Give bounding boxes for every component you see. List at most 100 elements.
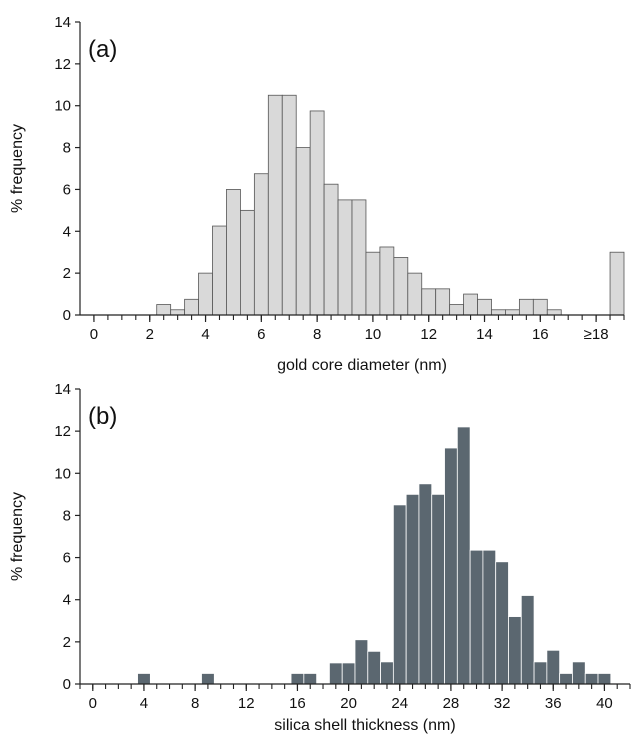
c1-y-tick-label-4: 8 — [63, 507, 71, 524]
c0-x-tick-label-5: 10 — [365, 326, 382, 343]
c1-x-tick-label-7: 28 — [443, 695, 460, 712]
c0-x-tick-label-1: 2 — [146, 326, 154, 343]
c0-bar-16 — [379, 246, 395, 316]
c0-bar-23 — [477, 298, 492, 316]
c1-y-tick-label-6: 12 — [54, 423, 71, 440]
c0-bar-8 — [267, 94, 283, 316]
c0-y-tick-label-0: 0 — [63, 307, 71, 324]
c0-x-tick-label-0: 0 — [90, 326, 98, 343]
c0-bar-7 — [253, 173, 269, 316]
c1-bar-24 — [584, 673, 599, 685]
c1-bar-5 — [341, 662, 356, 685]
c1-bar-19 — [520, 595, 535, 685]
c0-bar-27 — [532, 298, 548, 316]
c0-bar-2 — [184, 298, 199, 316]
c0-bar-11 — [309, 110, 325, 316]
c0-bar-24 — [491, 309, 506, 316]
c1-bar-21 — [546, 649, 561, 685]
c1-y-tick-label-1: 2 — [63, 634, 71, 651]
c1-bar-4 — [329, 662, 343, 685]
panel-a-chart: 0 2 4 6 8 10 12 14 0 2 4 6 8 10 12 14 16 ≥18 gold core dia… — [9, 14, 625, 374]
c1-bar-23 — [572, 661, 586, 685]
c0-bar-1 — [170, 309, 186, 316]
c1-panel-label: (b) — [88, 403, 117, 430]
c0-x-tick-label-7: 14 — [476, 326, 493, 343]
c0-panel-label: (a) — [88, 36, 117, 63]
c1-bar-14 — [456, 426, 471, 685]
c1-x-tick-label-6: 24 — [391, 695, 408, 712]
c1-x-tick-label-1: 4 — [140, 695, 148, 712]
c1-bar-12 — [431, 493, 445, 685]
c0-y-tick-label-1: 2 — [63, 265, 71, 282]
c1-y-axis-title: % frequency — [9, 492, 26, 581]
c0-bar-15 — [365, 251, 381, 316]
c1-bar-10 — [405, 493, 420, 685]
c0-x-tick-label-8: 16 — [532, 326, 549, 343]
c0-bar-28 — [546, 309, 562, 316]
c1-bar-22 — [559, 673, 573, 685]
c0-x-tick-label-9: ≥18 — [584, 326, 609, 343]
c0-bar-18 — [407, 272, 423, 316]
c0-x-tick-label-2: 4 — [201, 326, 209, 343]
c1-bar-7 — [367, 650, 381, 685]
c1-bar-6 — [354, 639, 369, 685]
c0-x-tick-label-3: 6 — [257, 326, 265, 343]
c0-bar-19 — [421, 288, 437, 316]
c0-bar-20 — [435, 288, 451, 316]
c0-bar-9 — [281, 94, 297, 316]
c1-bar-18 — [508, 616, 522, 685]
c1-bar-0 — [137, 673, 151, 685]
c0-bar-26 — [518, 298, 534, 316]
c0-x-tick-label-4: 8 — [313, 326, 321, 343]
c0-bar-22 — [463, 293, 478, 316]
c0-bar-13 — [337, 199, 353, 316]
c0-bar-5 — [226, 189, 241, 316]
c0-y-tick-label-6: 12 — [54, 56, 71, 73]
c1-y-tick-label-0: 0 — [63, 676, 71, 693]
c0-bar-0 — [156, 304, 172, 316]
c0-bar-17 — [393, 257, 409, 316]
c0-bar-10 — [295, 147, 311, 316]
c0-x-tick-label-6: 12 — [420, 326, 437, 343]
c0-bar-6 — [240, 209, 255, 316]
c0-y-axis-title: % frequency — [9, 124, 26, 213]
c1-bar-25 — [597, 673, 612, 685]
c1-y-tick-label-3: 6 — [63, 550, 71, 567]
c0-y-tick-label-7: 14 — [54, 14, 71, 31]
c1-bar-2 — [290, 673, 305, 685]
c1-x-axis-title: silica shell thickness (nm) — [274, 717, 455, 734]
c1-bar-3 — [303, 673, 318, 685]
c1-x-tick-label-8: 32 — [494, 695, 511, 712]
c1-x-tick-label-2: 8 — [191, 695, 199, 712]
c1-x-tick-label-5: 20 — [340, 695, 357, 712]
c1-x-tick-label-3: 12 — [238, 695, 255, 712]
c1-bar-11 — [418, 483, 433, 685]
c0-bar-29 — [609, 251, 625, 316]
c1-y-tick-label-2: 4 — [63, 592, 71, 609]
c1-bar-17 — [495, 561, 509, 685]
c0-bar-3 — [198, 272, 213, 316]
c0-y-tick-label-2: 4 — [63, 223, 71, 240]
c0-x-axis-title: gold core diameter (nm) — [277, 357, 447, 374]
c1-bar-9 — [392, 504, 407, 685]
c0-y-tick-label-5: 10 — [54, 98, 71, 115]
c1-y-tick-label-5: 10 — [54, 465, 71, 482]
c1-bar-8 — [380, 661, 394, 685]
c1-bar-15 — [469, 549, 484, 685]
c1-x-tick-label-0: 0 — [89, 695, 97, 712]
c1-x-tick-label-10: 40 — [596, 695, 613, 712]
c1-y-tick-label-7: 14 — [54, 381, 71, 398]
c0-y-tick-label-3: 6 — [63, 181, 71, 198]
c0-bar-21 — [449, 304, 464, 316]
c1-bar-20 — [533, 661, 548, 685]
c1-x-tick-label-4: 16 — [289, 695, 306, 712]
c1-bar-1 — [201, 673, 215, 685]
c1-bar-16 — [482, 549, 497, 685]
c0-bar-14 — [351, 199, 367, 316]
c0-y-tick-label-4: 8 — [63, 140, 71, 157]
c1-bar-13 — [444, 447, 458, 685]
c0-bar-25 — [505, 309, 520, 316]
c0-bar-4 — [212, 225, 227, 316]
